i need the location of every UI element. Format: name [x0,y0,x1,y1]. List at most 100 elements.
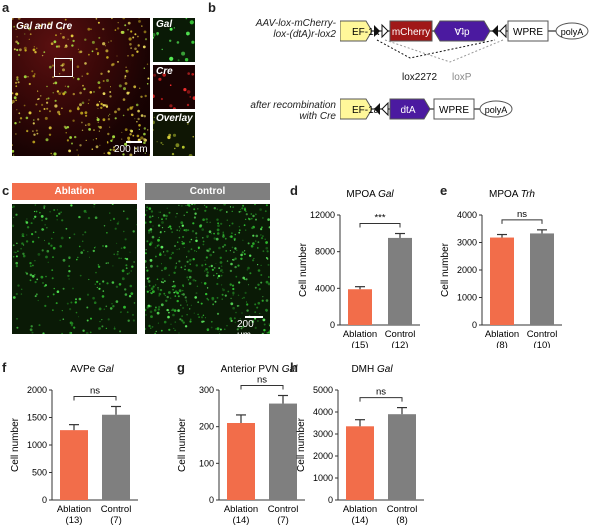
cell-dot [202,237,204,239]
cell-dot [150,210,154,213]
cell-dot [242,276,245,280]
cell-dot [162,73,166,77]
cell-dot [172,288,174,291]
cell-dot [181,319,184,322]
cell-dot [60,64,62,67]
cell-dot [237,294,240,296]
cell-dot [257,247,259,249]
cell-dot [13,216,15,218]
cell-dot [226,219,228,221]
cell-dot [160,245,164,249]
cell-dot [53,209,56,211]
cell-dot [137,44,140,47]
cell-dot [222,235,225,238]
cell-dot [117,149,119,151]
cell-dot [234,265,237,269]
cell-dot [58,73,61,75]
cell-dot [15,28,17,30]
cell-dot [33,119,35,121]
cell-dot [28,27,32,31]
cell-dot [127,136,131,140]
cell-dot [97,81,101,84]
lox2272-label: lox2272 [402,72,437,83]
cell-dot [112,148,116,152]
bar-ablation [346,426,374,500]
cell-dot [195,292,198,295]
category-label: Control [268,504,299,515]
cell-dot [72,92,75,96]
cell-dot [262,250,265,253]
bar-ablation [60,430,88,500]
cell-dot [152,225,154,227]
cell-dot [229,317,232,320]
cell-dot [260,228,263,231]
cell-dot [176,241,179,243]
cell-dot [75,298,77,301]
cell-dot [36,47,38,49]
cell-dot [129,43,132,46]
cell-dot [44,239,45,241]
cell-dot [104,45,106,47]
cell-dot [123,305,126,309]
cell-dot [85,331,89,334]
cell-dot [216,312,220,315]
cell-dot [127,319,130,322]
cell-dot [170,323,172,325]
cell-dot [34,295,37,298]
cell-dot [203,282,207,285]
cell-dot [134,33,137,36]
cell-dot [206,234,209,238]
cell-dot [169,84,172,86]
polya-signal [555,22,589,40]
cell-dot [216,327,220,331]
cell-dot [132,319,135,322]
cell-dot [159,253,162,256]
cell-dot [96,286,98,289]
cell-dot [64,18,67,21]
sample-size-label: (13) [66,515,83,525]
cell-dot [70,301,73,304]
cell-dot [178,226,180,228]
category-label: Ablation [224,504,258,515]
cell-dot [31,274,35,278]
cell-dot [182,321,185,324]
cell-dot [244,250,246,252]
lox2272-connector [376,39,496,59]
cell-dot [213,232,215,235]
cell-dot [219,261,223,264]
cell-dot [32,74,36,78]
cell-dot [96,103,99,107]
cell-dot [260,226,263,229]
cell-dot [46,85,48,88]
cell-dot [242,204,245,207]
loxp-site-recombined [381,101,389,117]
cell-dot [101,295,105,298]
cell-dot [232,206,234,208]
significance-bracket [501,219,543,224]
cell-dot [70,204,73,207]
cell-dot [174,329,176,331]
cell-dot [145,308,147,312]
cell-dot [164,294,166,297]
cell-dot [261,332,264,334]
cell-dot [181,205,183,207]
cell-dot [165,218,168,220]
cell-dot [37,236,40,239]
cell-dot [139,87,141,89]
cell-dot [186,90,191,94]
cell-dot [56,90,60,93]
cell-dot [192,278,196,282]
cell-dot [65,132,67,134]
cell-dot [233,259,235,261]
cell-dot [12,144,13,146]
cell-dot [184,296,187,299]
cell-dot [153,73,157,77]
ablation-image [12,204,137,334]
cell-dot [230,319,233,322]
cell-dot [265,299,269,302]
cell-dot [181,241,183,243]
cell-dot [13,25,16,28]
cell-dot [246,309,249,312]
cell-dot [171,231,173,233]
cell-dot [212,251,215,253]
